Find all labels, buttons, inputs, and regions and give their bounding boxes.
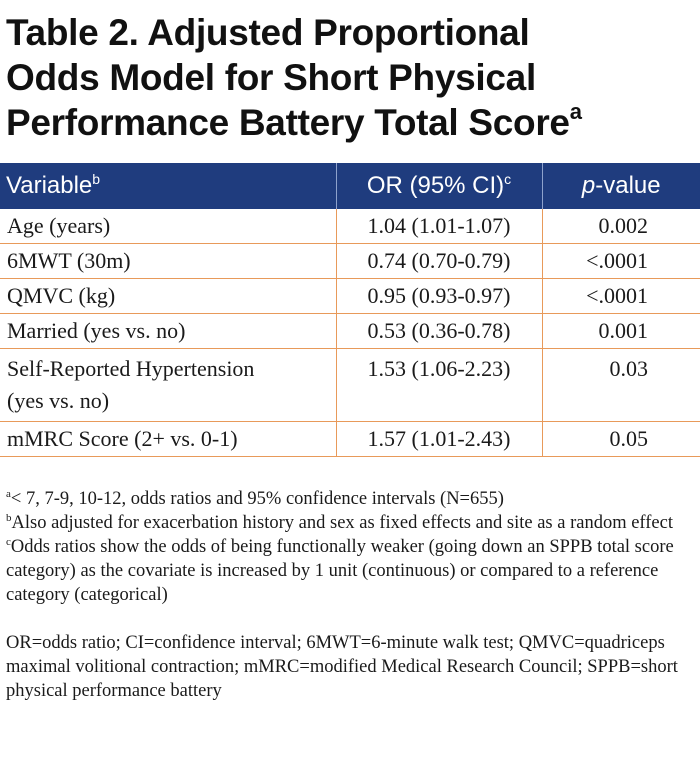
cell-or: 0.53 (0.36-0.78) [335, 313, 542, 349]
title-line-3: Performance Battery Total Score [6, 102, 570, 143]
table-header-row: Variableb OR (95% CI)c p-value [0, 163, 700, 209]
cell-or: 0.74 (0.70-0.79) [335, 243, 542, 279]
cell-variable: Married (yes vs. no) [0, 313, 336, 349]
cell-variable: QMVC (kg) [0, 278, 336, 314]
cell-p-value: 0.05 [541, 421, 700, 457]
results-table: Variableb OR (95% CI)c p-value Age (year… [0, 163, 700, 457]
table-title: Table 2. Adjusted Proportional Odds Mode… [0, 0, 700, 145]
table-row: Age (years) 1.04 (1.01-1.07) 0.002 [0, 209, 700, 244]
cell-p-value: <.0001 [541, 243, 700, 279]
table-row: Married (yes vs. no) 0.53 (0.36-0.78) 0.… [0, 313, 700, 349]
header-variable-sup: b [92, 171, 101, 187]
cell-variable: Self-Reported Hypertension (yes vs. no) [0, 348, 336, 422]
cell-or: 1.53 (1.06-2.23) [335, 348, 542, 422]
title-line-2: Odds Model for Short Physical [6, 57, 536, 98]
table-row: mMRC Score (2+ vs. 0-1) 1.57 (1.01-2.43)… [0, 421, 700, 457]
footnote-abbreviations: OR=odds ratio; CI=confidence interval; 6… [6, 633, 678, 701]
footnotes: a< 7, 7-9, 10-12, odds ratios and 95% co… [6, 487, 696, 703]
cell-p-value: 0.03 [541, 348, 700, 422]
header-or-sup: c [504, 171, 512, 187]
cell-p-value: 0.001 [541, 313, 700, 349]
cell-or: 0.95 (0.93-0.97) [335, 278, 542, 314]
cell-or: 1.04 (1.01-1.07) [335, 209, 542, 244]
title-line-1: Table 2. Adjusted Proportional [6, 12, 530, 53]
header-variable: Variableb [6, 171, 101, 199]
header-p-value: p-value [541, 163, 700, 209]
footnote-c: cOdds ratios show the odds of being func… [6, 536, 674, 606]
cell-p-value: 0.002 [541, 209, 700, 244]
table-row: 6MWT (30m) 0.74 (0.70-0.79) <.0001 [0, 243, 700, 279]
cell-variable: mMRC Score (2+ vs. 0-1) [0, 421, 336, 457]
footnote-b: bAlso adjusted for exacerbation history … [6, 512, 673, 534]
cell-variable: Age (years) [0, 209, 336, 244]
footnote-a: a< 7, 7-9, 10-12, odds ratios and 95% co… [6, 488, 504, 510]
table-row: Self-Reported Hypertension (yes vs. no) 1… [0, 348, 700, 422]
cell-or: 1.57 (1.01-2.43) [335, 421, 542, 457]
cell-p-value: <.0001 [541, 278, 700, 314]
table-row: QMVC (kg) 0.95 (0.93-0.97) <.0001 [0, 278, 700, 314]
title-superscript: a [569, 99, 582, 124]
header-or: OR (95% CI)c [335, 163, 542, 209]
cell-variable: 6MWT (30m) [0, 243, 336, 279]
